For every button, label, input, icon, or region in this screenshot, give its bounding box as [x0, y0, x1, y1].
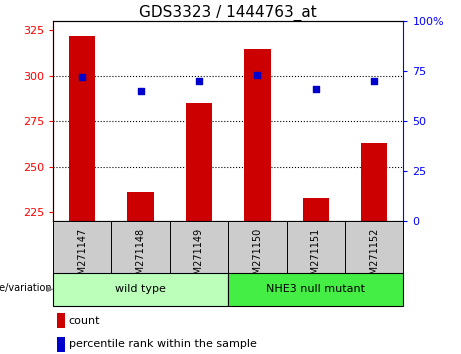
Bar [244, 48, 271, 221]
Bar [228, 273, 403, 306]
Bar [302, 198, 329, 221]
Title: GDS3323 / 1444763_at: GDS3323 / 1444763_at [139, 5, 317, 21]
Text: genotype/variation: genotype/variation [0, 283, 52, 293]
Bar [127, 192, 154, 221]
Text: count: count [69, 315, 100, 326]
Point [78, 74, 86, 80]
Text: NHE3 null mutant: NHE3 null mutant [266, 284, 365, 295]
Point [312, 86, 319, 92]
Point [137, 88, 144, 94]
Point [195, 79, 203, 84]
Text: GSM271152: GSM271152 [369, 227, 379, 287]
Text: wild type: wild type [115, 284, 166, 295]
Text: percentile rank within the sample: percentile rank within the sample [69, 339, 257, 349]
Text: GSM271148: GSM271148 [136, 227, 146, 286]
Point [254, 73, 261, 78]
Text: GSM271149: GSM271149 [194, 227, 204, 286]
Point [371, 79, 378, 84]
Text: GSM271147: GSM271147 [77, 227, 87, 287]
Bar [186, 103, 212, 221]
Bar [53, 273, 228, 306]
Bar [69, 36, 95, 221]
Bar [57, 313, 65, 328]
Text: GSM271150: GSM271150 [252, 227, 262, 287]
Bar [361, 143, 387, 221]
Bar [57, 337, 65, 352]
Text: GSM271151: GSM271151 [311, 227, 321, 287]
